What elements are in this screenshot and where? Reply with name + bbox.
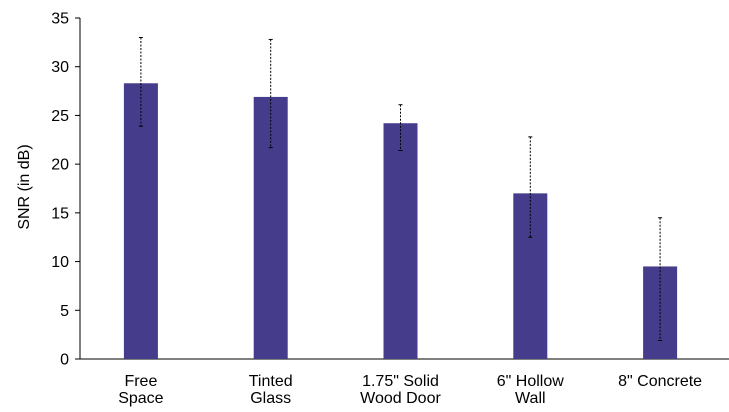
bar: [253, 96, 288, 359]
x-category-label: Glass: [250, 390, 291, 407]
y-tick-label: 25: [51, 108, 69, 125]
y-axis-title: SNR (in dB): [16, 144, 33, 229]
x-category-label: 1.75" Solid: [362, 373, 439, 390]
bar: [383, 123, 418, 359]
y-tick-label: 0: [60, 352, 69, 369]
x-category-label: Free: [124, 373, 157, 390]
x-category-label: Wall: [515, 390, 546, 407]
y-tick-label: 15: [51, 205, 69, 222]
error-bars: [138, 36, 663, 341]
x-category-label: 6" Hollow: [497, 373, 564, 390]
y-axis-ticks: 0 5 10 15 20 25 30 35: [51, 11, 80, 369]
x-category-label: Space: [118, 390, 163, 407]
x-category-label: Tinted: [249, 373, 293, 390]
x-category-label: 8" Concrete: [618, 373, 702, 390]
bar: [123, 83, 158, 359]
y-tick-label: 10: [51, 254, 69, 271]
x-category-label: Wood Door: [360, 390, 441, 407]
y-tick-label: 30: [51, 59, 69, 76]
y-tick-label: 35: [51, 11, 69, 28]
y-tick-label: 20: [51, 157, 69, 174]
y-tick-label: 5: [60, 303, 69, 320]
bars: [123, 83, 678, 359]
